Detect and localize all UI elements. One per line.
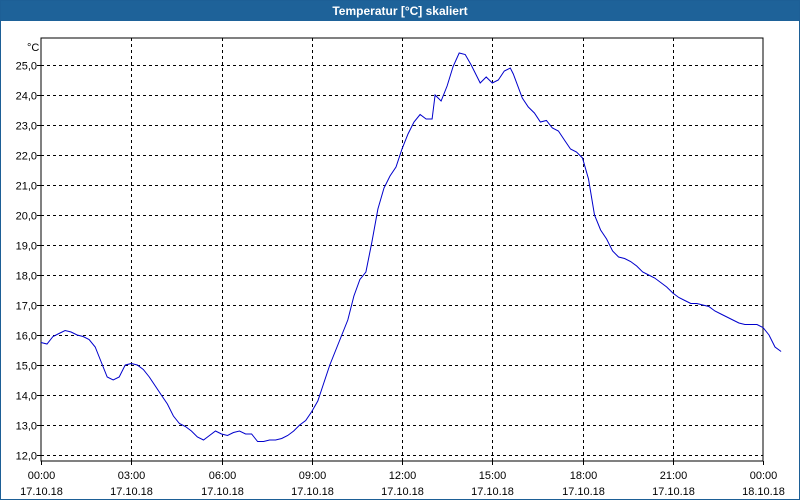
y-tick-label: 14,0 (16, 391, 37, 403)
y-tick-label: 13,0 (16, 421, 37, 433)
chart-title: Temperatur [°C] skaliert (1, 1, 799, 21)
x-tick-label-time: 21:00 (660, 470, 688, 482)
x-tick-label-time: 12:00 (389, 470, 417, 482)
y-tick-label: 16,0 (16, 331, 37, 343)
x-tick-label-date: 17.10.18 (381, 486, 424, 498)
y-tick-label: 17,0 (16, 301, 37, 313)
x-tick-label-time: 06:00 (209, 470, 237, 482)
x-tick-label-time: 09:00 (299, 470, 327, 482)
x-tick-label-date: 18.10.18 (742, 486, 785, 498)
y-tick-label: 15,0 (16, 361, 37, 373)
x-tick-label-date: 17.10.18 (652, 486, 695, 498)
x-tick-label-date: 17.10.18 (471, 486, 514, 498)
y-tick-label: 24,0 (16, 91, 37, 103)
y-tick-label: 18,0 (16, 271, 37, 283)
y-axis-unit: °C (27, 42, 39, 54)
x-tick-label-date: 17.10.18 (20, 486, 63, 498)
temperature-series-line (40, 52, 782, 442)
x-tick-label-time: 18:00 (570, 470, 598, 482)
y-tick-label: 22,0 (16, 151, 37, 163)
y-tick-label: 23,0 (16, 121, 37, 133)
x-tick-label-time: 03:00 (118, 470, 146, 482)
y-tick-label: 25,0 (16, 61, 37, 73)
y-tick-label: 21,0 (16, 181, 37, 193)
x-tick-label-date: 17.10.18 (562, 486, 605, 498)
x-tick-label-time: 00:00 (750, 470, 778, 482)
x-tick-label-date: 17.10.18 (201, 486, 244, 498)
x-tick-label-time: 15:00 (479, 470, 507, 482)
x-tick-label-time: 00:00 (28, 470, 56, 482)
y-tick-label: 20,0 (16, 211, 37, 223)
y-tick-label: 19,0 (16, 241, 37, 253)
y-tick-label: 12,0 (16, 451, 37, 463)
x-tick-label-date: 17.10.18 (110, 486, 153, 498)
x-tick-label-date: 17.10.18 (291, 486, 334, 498)
